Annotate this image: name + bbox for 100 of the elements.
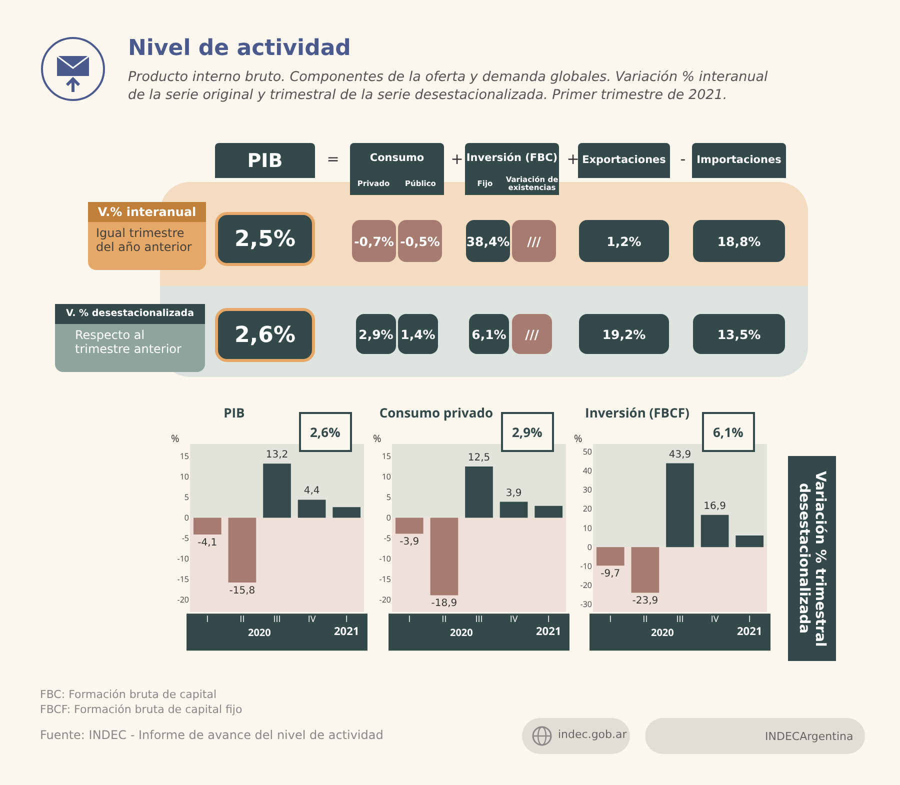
y-tick-label: 0: [587, 542, 592, 553]
y-tick-label: 10: [582, 522, 592, 534]
y-tick-label: 15: [180, 451, 190, 462]
text: 2,6%: [215, 308, 315, 362]
y-tick-label: 50: [582, 446, 592, 458]
x-tick-label: II: [240, 612, 245, 625]
y-tick-label: -30: [580, 599, 592, 610]
y-tick-label: -10: [177, 554, 190, 565]
chart-title: Consumo privado: [379, 404, 494, 422]
text: 19,2%: [579, 314, 669, 354]
data-label: 43,9: [668, 449, 692, 460]
text: 2020: [450, 625, 474, 639]
text: INDECArgentina: [765, 730, 854, 745]
x-tick-label: I: [748, 612, 751, 625]
x-tick-label: III: [273, 612, 281, 625]
y-tick-label: 0: [386, 512, 392, 524]
y-tick-label: -20: [379, 594, 392, 606]
text: FBCF: Formación bruta de capital fijo: [40, 703, 244, 718]
data-label: 3,9: [506, 488, 522, 499]
text: -0,5%: [398, 220, 442, 262]
x-tick-label: I: [609, 612, 612, 625]
bar: [534, 506, 563, 518]
y-tick-label: 10: [180, 472, 190, 483]
text: ///: [512, 220, 556, 262]
chart-title: Inversión (FBCF): [585, 404, 690, 422]
data-label: -4,1: [198, 538, 218, 549]
chart-title: PIB: [224, 404, 246, 422]
x-tick-label: III: [676, 612, 684, 625]
y-axis-title: %: [171, 431, 180, 445]
text: Igual trimestre del año anterior: [88, 222, 206, 270]
y-tick-label: 30: [582, 484, 592, 496]
x-tick-label: II: [642, 612, 648, 625]
text: indec.gob.ar: [558, 728, 627, 743]
y-tick-label: -15: [177, 574, 190, 586]
text: -0,7%: [352, 220, 396, 262]
data-label: -15,8: [229, 586, 256, 596]
text: 2,9%: [356, 314, 396, 354]
x-tick-label: I: [547, 612, 550, 625]
y-tick-label: 5: [386, 492, 392, 504]
text: FBC: Formación bruta de capital: [40, 688, 218, 703]
data-label: -18,9: [431, 598, 458, 610]
data-label: 13,2: [266, 450, 288, 461]
bar: [596, 547, 624, 566]
y-axis-title: %: [373, 431, 382, 445]
x-tick-label: IV: [510, 612, 518, 625]
data-label: -23,9: [632, 596, 658, 607]
y-tick-label: 40: [582, 466, 592, 477]
text: 18,8%: [693, 220, 785, 262]
bar: [666, 463, 694, 548]
y-tick-label: 15: [382, 451, 392, 462]
y-axis-title: %: [574, 431, 582, 445]
text: 1,4%: [398, 314, 438, 354]
data-label: 12,5: [468, 452, 490, 464]
y-tick-label: -20: [177, 594, 190, 606]
text: 2021: [334, 624, 360, 639]
text: +: [566, 150, 580, 168]
text: 2,9%: [512, 423, 543, 441]
text: ///: [512, 314, 552, 354]
y-tick-label: 0: [184, 512, 190, 524]
bar: [395, 518, 424, 534]
bar: [631, 547, 660, 593]
text: 6,1%: [713, 423, 744, 441]
text: Producto interno bruto. Componentes de la oferta y demanda globales. Variación % interanual de la serie original y trimestral de la serie desestacionalizada. Primer trimestre de 2021.: [128, 68, 768, 105]
y-tick-label: -15: [379, 574, 392, 586]
text: 6,1%: [469, 314, 509, 354]
data-label: 16,9: [704, 500, 726, 512]
bar: [736, 535, 764, 548]
y-tick-label: 20: [582, 504, 592, 515]
y-tick-label: -5: [182, 533, 190, 544]
text: Variación % trimestral desestacionalizada: [788, 456, 836, 661]
bar: [430, 518, 458, 596]
text: 2021: [737, 624, 762, 639]
text: Respecto al trimestre anterior: [55, 324, 205, 372]
text: Exportaciones: [578, 143, 670, 178]
y-tick-label: 5: [184, 492, 190, 504]
bar: [465, 466, 493, 518]
x-tick-label: I: [345, 612, 348, 625]
text: Nivel de actividad: [128, 36, 352, 63]
text: 2,5%: [215, 212, 315, 266]
text: =: [326, 150, 340, 170]
text: 1,2%: [579, 220, 669, 262]
text: 2020: [248, 625, 272, 639]
text: 2,6%: [310, 423, 341, 441]
bar: [298, 500, 326, 518]
x-tick-label: III: [475, 612, 483, 625]
y-tick-label: -10: [580, 560, 592, 572]
text: Inversión (FBC): [465, 143, 559, 173]
source-note: Fuente: INDEC - Informe de avance del nivel de actividad: [40, 728, 384, 744]
bar: [332, 507, 361, 518]
bar: [263, 464, 291, 518]
text: Consumo: [350, 143, 444, 173]
y-tick-label: -5: [384, 533, 392, 544]
x-tick-label: I: [408, 612, 411, 625]
text: -: [679, 150, 687, 170]
y-tick-label: 10: [382, 472, 392, 483]
y-tick-label: -10: [379, 554, 392, 565]
bar: [500, 502, 528, 518]
text: +: [450, 150, 464, 168]
text: 2020: [651, 625, 674, 639]
y-tick-label: -20: [580, 580, 592, 592]
